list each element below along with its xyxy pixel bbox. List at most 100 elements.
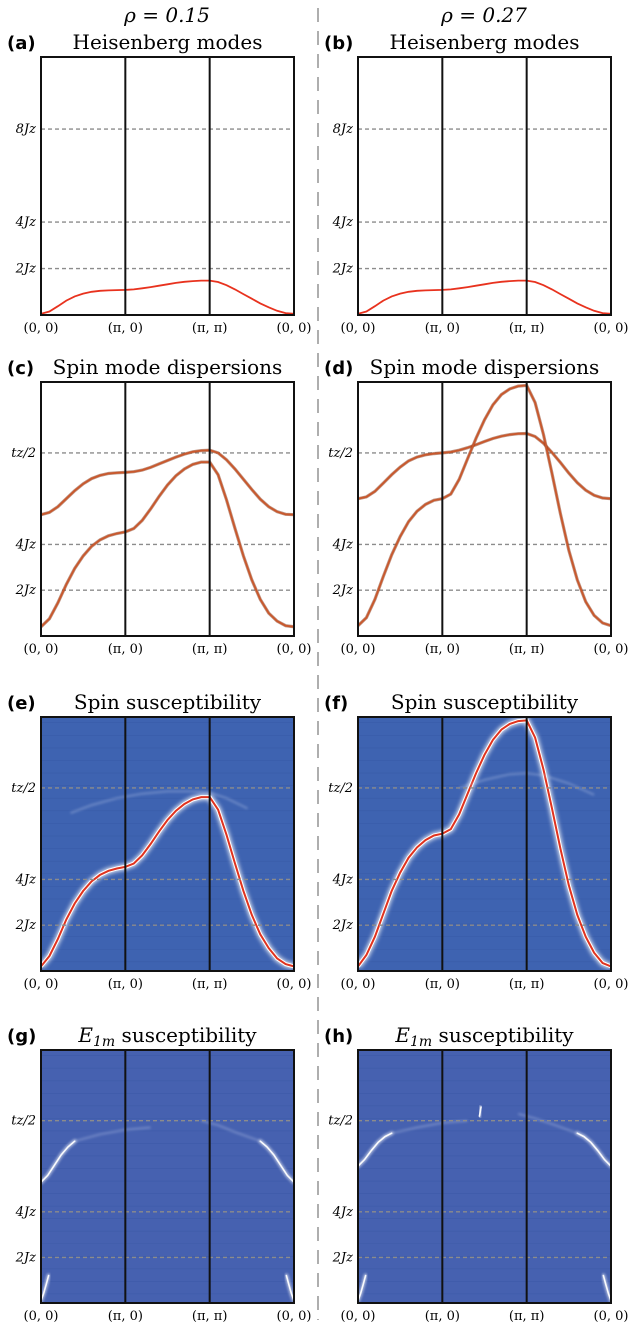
y-tick-label: 4Jz — [15, 215, 36, 230]
series-line-0 — [41, 449, 294, 516]
x-tick-label: (π, 0) — [425, 321, 460, 336]
y-tick-label: 2Jz — [332, 262, 353, 277]
x-tick-label: (0, 0) — [24, 642, 59, 657]
y-tick-label: 4Jz — [332, 872, 353, 887]
y-tick-label: tz/2 — [328, 781, 353, 796]
plot-frame — [40, 381, 295, 637]
title-subscript: 1m — [410, 1034, 432, 1050]
ridge-0 — [358, 719, 611, 968]
x-tick-label: (0, 0) — [24, 321, 59, 336]
x-tick-label: (π, π) — [192, 977, 228, 992]
x-tick-label: (π, 0) — [108, 321, 143, 336]
ridge-1 — [70, 790, 249, 815]
ridge-4 — [41, 1274, 50, 1302]
y-tick-label: tz/2 — [328, 446, 353, 461]
panel-title: E1m susceptibility — [77, 1023, 257, 1050]
column-title-left: ρ = 0.15 — [123, 3, 210, 27]
panel-title: Spin mode dispersions — [370, 355, 600, 379]
x-tick-label: (π, 0) — [108, 642, 143, 657]
x-tick-label: (π, π) — [509, 977, 545, 992]
panel-label: (b) — [324, 33, 353, 54]
panel-title: Heisenberg modes — [390, 30, 580, 54]
x-tick-label: (0, 0) — [277, 321, 312, 336]
plot-frame — [40, 56, 295, 316]
series-line-1 — [358, 384, 611, 627]
plot-area — [358, 383, 611, 628]
plot-frame — [357, 56, 612, 316]
panel-label: (d) — [324, 358, 353, 379]
ridge-0 — [41, 796, 294, 968]
plot-area — [41, 128, 294, 315]
y-tick-label: 2Jz — [15, 918, 36, 933]
ridge-6 — [478, 1106, 482, 1117]
title-symbol: E — [77, 1023, 93, 1047]
ridge-0 — [358, 1132, 393, 1167]
x-tick-label: (0, 0) — [594, 642, 629, 657]
plot-frame — [357, 381, 612, 637]
x-tick-label: (π, 0) — [108, 1309, 143, 1324]
panel-f: Spin susceptibility (f) (0, 0) (π, 0) (π, π)… — [324, 690, 628, 992]
x-tick-label: (0, 0) — [341, 642, 376, 657]
series-line-0 — [358, 279, 611, 315]
y-tick-label: 2Jz — [15, 262, 36, 277]
x-tick-label: (π, π) — [192, 1309, 228, 1324]
panel-a: Heisenberg modes (a) (0, 0) (π, 0) (π, π) (0,… — [7, 30, 311, 336]
x-tick-label: (0, 0) — [277, 642, 312, 657]
panel-c: Spin mode dispersions (c) (0, 0) (π, 0) (π, … — [7, 355, 311, 657]
plot-area — [41, 448, 294, 629]
plot-frame — [40, 1049, 295, 1304]
y-tick-label: tz/2 — [11, 1114, 36, 1129]
panel-label: (g) — [7, 1026, 36, 1047]
y-tick-label: 2Jz — [15, 1250, 36, 1265]
panel-e: Spin susceptibility (e) (0, 0) (π, 0) (π, π)… — [7, 690, 311, 992]
y-tick-label: 2Jz — [15, 583, 36, 598]
x-tick-label: (0, 0) — [594, 977, 629, 992]
heatmap-background — [41, 717, 294, 971]
plot-area — [358, 717, 611, 971]
title-rest: susceptibility — [115, 1023, 257, 1047]
ridge-2 — [391, 1119, 468, 1135]
x-tick-label: (0, 0) — [277, 1309, 312, 1324]
ridge-1 — [576, 1132, 611, 1167]
y-tick-label: 4Jz — [332, 215, 353, 230]
y-tick-label: 4Jz — [15, 537, 36, 552]
plot-area — [41, 1050, 294, 1303]
panel-h: E1m susceptibility (h) (0, 0) (π, 0) (π, π) (… — [324, 1023, 628, 1324]
column-title-right: ρ = 0.27 — [440, 3, 527, 27]
plot-frame — [357, 1049, 612, 1304]
y-tick-label: 2Jz — [332, 583, 353, 598]
x-tick-label: (π, 0) — [425, 977, 460, 992]
series-line-0 — [41, 279, 294, 315]
y-tick-label: tz/2 — [11, 781, 36, 796]
ridge-1 — [259, 1140, 294, 1183]
series-line-1 — [41, 461, 294, 628]
panel-label: (c) — [7, 358, 34, 379]
plot-frame — [40, 716, 295, 972]
x-tick-label: (0, 0) — [341, 321, 376, 336]
ridge-2 — [74, 1126, 151, 1143]
y-tick-label: 2Jz — [332, 1250, 353, 1265]
x-tick-label: (π, 0) — [425, 1309, 460, 1324]
panel-title: Spin susceptibility — [74, 690, 262, 714]
panel-g: E1m susceptibility (g) (0, 0) (π, 0) (π, π) (… — [7, 1023, 311, 1324]
y-tick-label: 4Jz — [332, 537, 353, 552]
y-tick-label: 2Jz — [332, 918, 353, 933]
x-tick-label: (π, π) — [509, 321, 545, 336]
y-tick-label: 4Jz — [332, 1205, 353, 1220]
title-symbol: E — [394, 1023, 410, 1047]
ridge-5 — [285, 1274, 294, 1302]
y-tick-label: 4Jz — [15, 1205, 36, 1220]
x-tick-label: (0, 0) — [594, 1309, 629, 1324]
panel-d: Spin mode dispersions (d) (0, 0) (π, 0) (π, … — [324, 355, 628, 657]
x-tick-label: (π, 0) — [425, 642, 460, 657]
x-tick-label: (0, 0) — [341, 1309, 376, 1324]
x-tick-label: (0, 0) — [24, 1309, 59, 1324]
heatmap-background — [41, 1050, 294, 1303]
x-tick-label: (π, 0) — [108, 977, 143, 992]
x-tick-label: (0, 0) — [341, 977, 376, 992]
title-rest: susceptibility — [432, 1023, 574, 1047]
ridge-5 — [602, 1274, 611, 1302]
x-tick-label: (0, 0) — [277, 977, 312, 992]
x-tick-label: (π, π) — [192, 642, 228, 657]
